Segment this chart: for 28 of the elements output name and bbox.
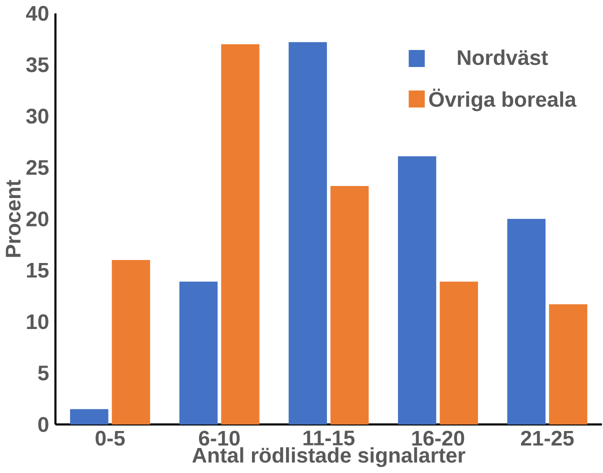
x-axis-title: Antal rödlistade signalarter bbox=[192, 447, 466, 468]
y-tick-label: 40 bbox=[26, 6, 48, 21]
y-tick-label: 25 bbox=[26, 160, 49, 176]
bar bbox=[549, 304, 588, 425]
y-tick-label: 10 bbox=[27, 314, 48, 330]
x-tick-label: 16-20 bbox=[412, 430, 464, 446]
x-tick-label: 21-25 bbox=[520, 430, 574, 446]
y-tick-label: 15 bbox=[27, 262, 49, 278]
bar bbox=[398, 156, 436, 425]
x-tick-label: 11-15 bbox=[304, 430, 355, 446]
bar bbox=[440, 282, 478, 425]
bar bbox=[507, 218, 546, 425]
y-tick-label: 30 bbox=[26, 108, 48, 124]
bar bbox=[288, 42, 327, 425]
bar bbox=[330, 186, 369, 425]
legend-label: Nordväst bbox=[458, 50, 548, 66]
bar bbox=[112, 260, 150, 425]
x-tick-label: 0-5 bbox=[96, 430, 125, 446]
y-tick-label: 5 bbox=[38, 366, 49, 381]
y-tick-label: 0 bbox=[38, 417, 48, 432]
x-tick-label: 6-10 bbox=[198, 430, 240, 446]
legend-label: Övriga boreala bbox=[429, 88, 576, 112]
y-tick-label: 20 bbox=[26, 211, 48, 226]
y-tick-label: 35 bbox=[26, 57, 49, 72]
y-axis-title: Procent bbox=[6, 180, 21, 257]
bar bbox=[70, 409, 108, 425]
bar bbox=[179, 282, 218, 425]
bar bbox=[221, 44, 260, 425]
